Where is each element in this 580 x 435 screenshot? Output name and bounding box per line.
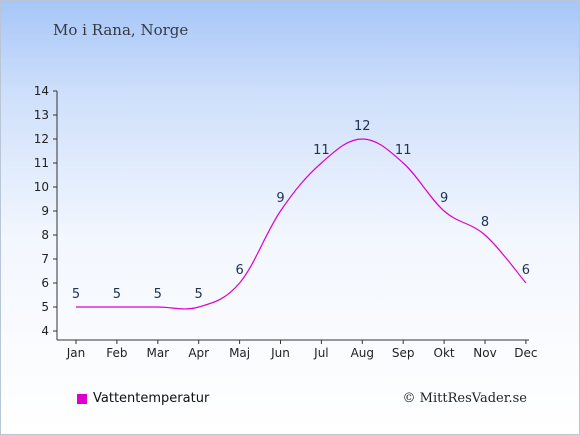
x-tick-label: Aug bbox=[351, 346, 374, 360]
x-tick-label: Okt bbox=[434, 346, 455, 360]
data-label: 11 bbox=[395, 143, 412, 158]
x-axis-ticks: Jan Feb Mar Apr Maj Jun Jul Aug Sep Okt Nov Dec bbox=[66, 340, 538, 360]
data-label: 5 bbox=[72, 287, 80, 302]
y-tick-label: 14 bbox=[34, 84, 49, 98]
chart-title: Mo i Rana, Norge bbox=[53, 21, 189, 39]
data-labels: 5 5 5 5 6 9 11 12 11 9 8 6 bbox=[72, 119, 530, 302]
x-tick-label: Maj bbox=[229, 346, 250, 360]
data-label: 6 bbox=[522, 263, 530, 278]
data-label: 9 bbox=[440, 191, 448, 206]
x-tick-label: Apr bbox=[188, 346, 209, 360]
data-label: 5 bbox=[113, 287, 121, 302]
y-tick-label: 10 bbox=[34, 180, 49, 194]
x-tick-label: Jul bbox=[313, 346, 328, 360]
series-line bbox=[76, 138, 527, 310]
y-tick-label: 11 bbox=[34, 156, 49, 170]
x-tick-label: Sep bbox=[392, 346, 415, 360]
y-axis-ticks: 4 5 6 7 8 9 10 11 12 13 14 bbox=[34, 84, 57, 338]
data-label: 9 bbox=[276, 191, 284, 206]
y-tick-label: 4 bbox=[41, 324, 49, 338]
series-layer bbox=[76, 138, 527, 310]
x-tick-label: Dec bbox=[514, 346, 537, 360]
y-tick-label: 5 bbox=[41, 300, 49, 314]
legend-swatch bbox=[77, 393, 87, 404]
y-tick-label: 7 bbox=[41, 252, 49, 266]
y-tick-label: 9 bbox=[41, 204, 49, 218]
x-tick-label: Nov bbox=[473, 346, 496, 360]
x-tick-label: Jan bbox=[66, 346, 86, 360]
data-label: 5 bbox=[195, 287, 203, 302]
data-label: 6 bbox=[235, 263, 243, 278]
legend-label: Vattentemperatur bbox=[93, 391, 210, 406]
x-tick-label: Jun bbox=[270, 346, 290, 360]
y-tick-label: 12 bbox=[34, 132, 49, 146]
data-label: 11 bbox=[313, 143, 330, 158]
x-tick-label: Mar bbox=[146, 346, 169, 360]
y-tick-label: 13 bbox=[34, 108, 49, 122]
x-tick-label: Feb bbox=[106, 346, 127, 360]
legend: Vattentemperatur bbox=[77, 391, 209, 406]
y-tick-label: 8 bbox=[41, 228, 49, 242]
data-label: 12 bbox=[354, 119, 371, 134]
credit-text: © MittResVader.se bbox=[402, 391, 527, 406]
y-tick-label: 6 bbox=[41, 276, 49, 290]
data-label: 5 bbox=[154, 287, 162, 302]
axes bbox=[56, 91, 529, 341]
data-label: 8 bbox=[481, 215, 489, 230]
